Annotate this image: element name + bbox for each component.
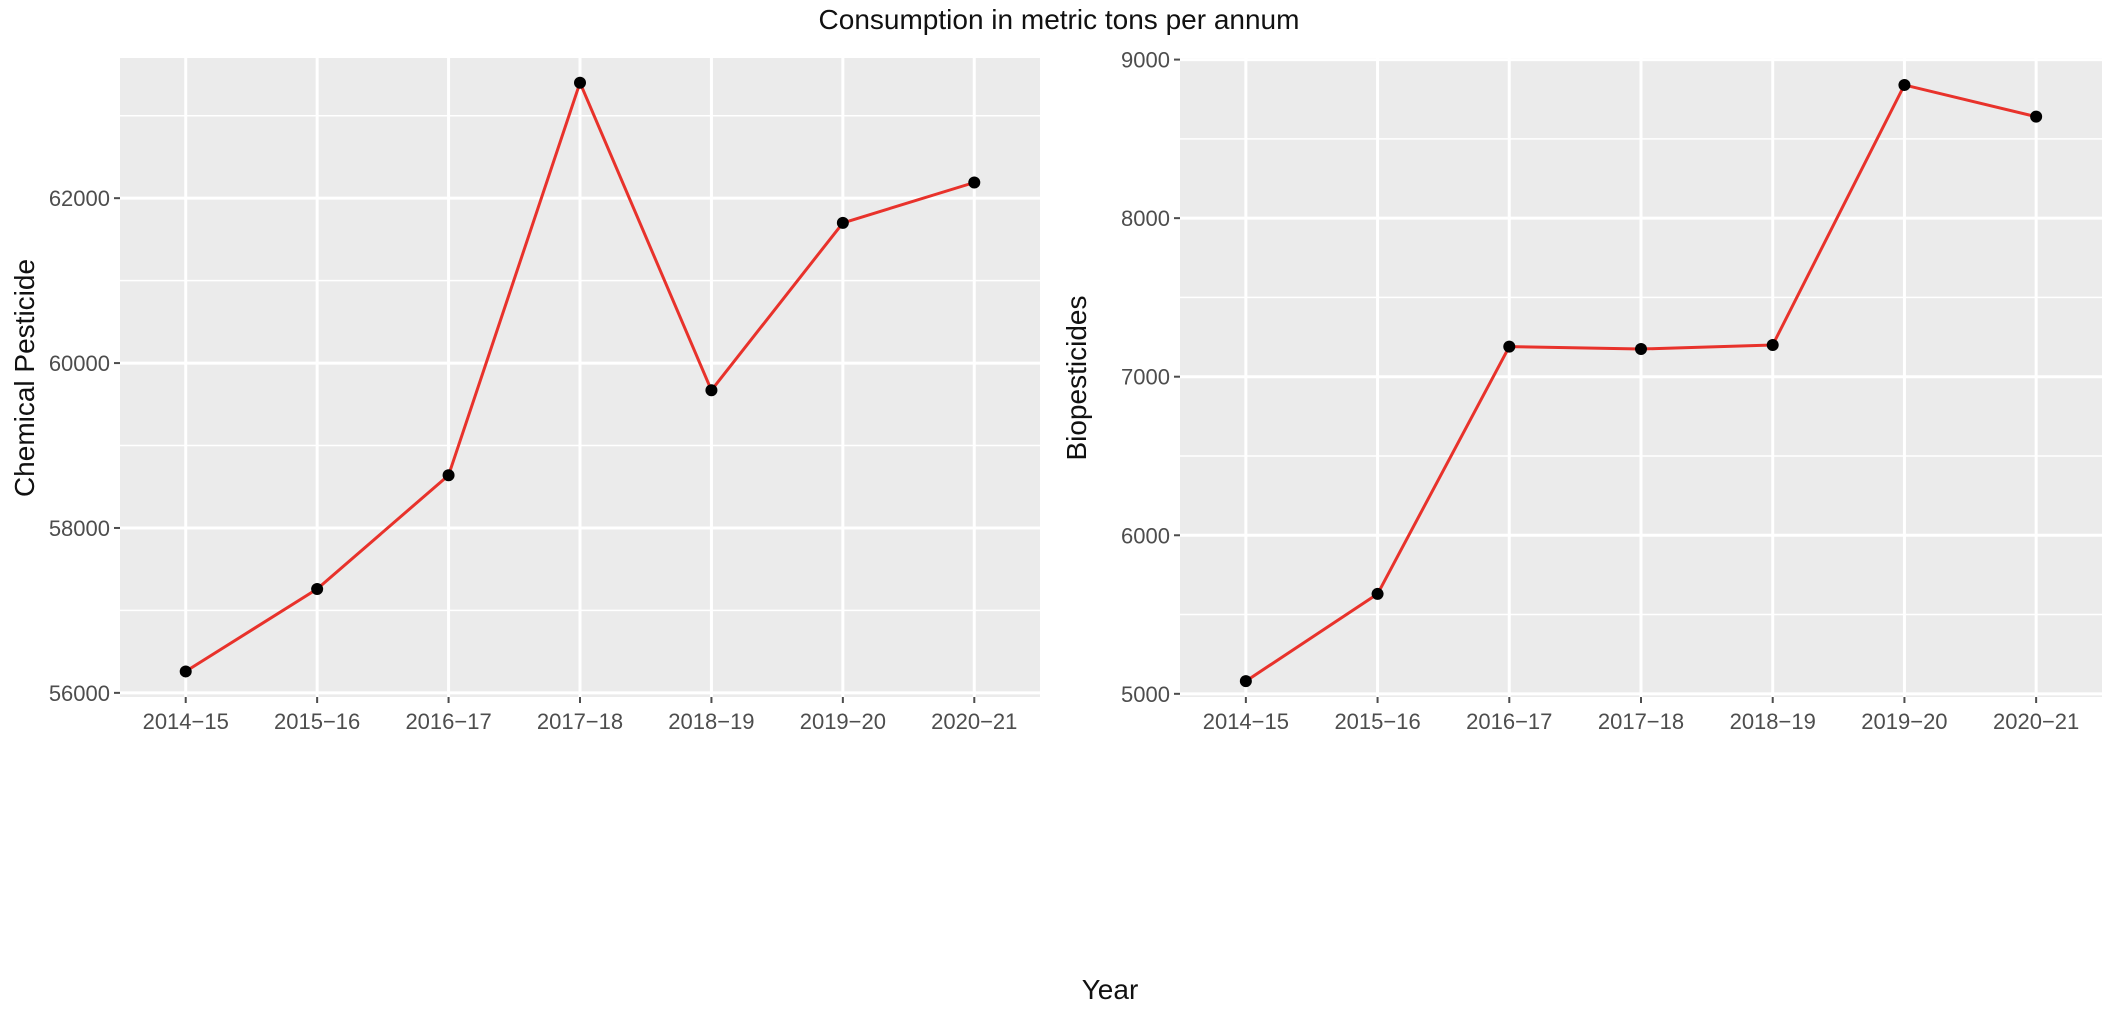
data-point <box>1635 342 1647 355</box>
data-point <box>1239 675 1252 688</box>
x-tick-label: 2015−16 <box>1334 709 1420 734</box>
data-point <box>2030 110 2043 123</box>
data-point <box>574 76 586 89</box>
data-point <box>442 469 455 482</box>
x-tick-label: 2014−15 <box>1203 709 1289 734</box>
x-tick-label: 2016−17 <box>405 709 491 734</box>
chart-panel-2: 5000 6000 7000 8000 9000 2014−15 2015−16 2016−1… <box>1061 48 2102 734</box>
y-tick-label: 62000 <box>49 186 110 211</box>
y-axis-label: Chemical Pesticide <box>9 259 40 497</box>
data-point <box>311 582 324 595</box>
data-point <box>705 384 718 397</box>
x-tick-label: 2019−20 <box>800 709 886 734</box>
y-axis-label: Biopesticides <box>1061 296 1092 461</box>
x-tick-label: 2019−20 <box>1861 709 1947 734</box>
y-tick-label: 58000 <box>49 516 110 541</box>
x-tick-label: 2020−21 <box>931 709 1017 734</box>
data-point <box>179 665 192 678</box>
x-tick-label: 2017−18 <box>537 709 623 734</box>
x-tick-label: 2020−21 <box>1993 709 2079 734</box>
figure-title: Consumption in metric tons per annum <box>818 4 1300 35</box>
data-point <box>1766 338 1779 351</box>
y-tick-label: 56000 <box>49 681 110 706</box>
x-tick-label: 2018−19 <box>1730 709 1816 734</box>
data-point <box>968 176 981 189</box>
y-tick-label: 8000 <box>1121 206 1170 231</box>
y-tick-label: 6000 <box>1121 523 1170 548</box>
x-tick-label: 2016−17 <box>1466 709 1552 734</box>
y-tick-label: 7000 <box>1121 365 1170 390</box>
x-axis-label: Year <box>1081 974 1139 1005</box>
x-tick-label: 2015−16 <box>274 709 360 734</box>
chart-panel-1: 56000 58000 60000 62000 2014−15 2015−16 2016−1… <box>9 58 1040 734</box>
data-point <box>836 216 849 229</box>
y-tick-label: 9000 <box>1121 48 1170 73</box>
x-tick-label: 2017−18 <box>1598 709 1684 734</box>
y-tick-label: 5000 <box>1121 682 1170 707</box>
x-tick-label: 2018−19 <box>668 709 754 734</box>
data-point <box>1371 587 1384 600</box>
x-tick-label: 2014−15 <box>143 709 229 734</box>
data-point <box>1503 340 1516 353</box>
y-tick-label: 60000 <box>49 351 110 376</box>
data-point <box>1898 78 1911 91</box>
